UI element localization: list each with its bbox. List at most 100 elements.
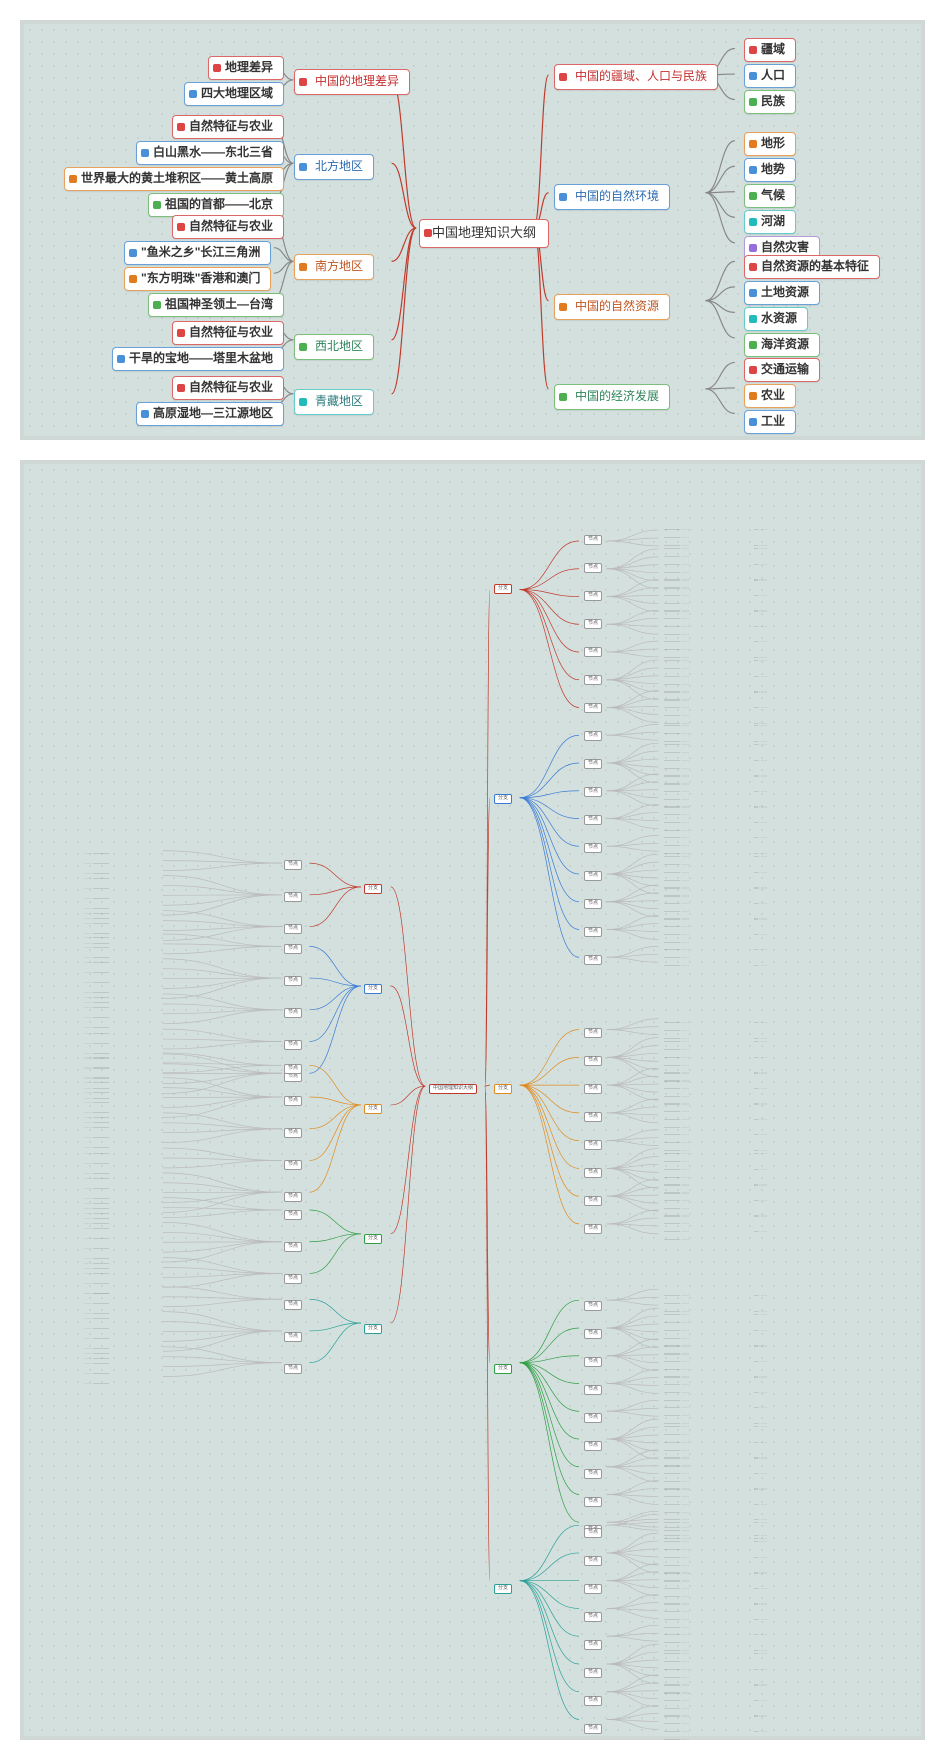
mindmap-detail-text: …… ———— xyxy=(84,895,109,900)
mindmap-detail-text: …… ———— xyxy=(84,915,109,920)
mindmap-detail-text: ———— …… xyxy=(664,1166,689,1171)
mindmap-detail-node: 节点 xyxy=(584,703,602,713)
mindmap-node: 气候 xyxy=(744,184,796,208)
mindmap-detail-node: 中国地理知识大纲 xyxy=(429,1084,477,1094)
mindmap-detail-text: ———— …… xyxy=(664,1389,689,1394)
mindmap-detail-text: …… ———— xyxy=(84,1325,109,1330)
mindmap-detail-text: ———— …… xyxy=(664,915,689,920)
node-label: 祖国神圣领土—台湾 xyxy=(165,297,273,311)
mindmap-detail-node: 分支 xyxy=(364,984,382,994)
mindmap-detail-text: ———— …… xyxy=(664,861,689,866)
node-label: 地形 xyxy=(761,136,785,150)
mindmap-detail-text: ———— …… xyxy=(664,811,689,816)
mindmap-detail-node: 节点 xyxy=(284,1364,302,1374)
mindmap-detail-text: ———— …… xyxy=(664,1124,689,1129)
mindmap-detail-text: …… ———— xyxy=(84,1355,109,1360)
mindmap-detail-text: ———— …… xyxy=(664,1470,689,1475)
mindmap-detail-text: …… ———— xyxy=(84,1200,109,1205)
mindmap-detail-text: ———— …… xyxy=(664,1335,689,1340)
mindmap-detail-node: 节点 xyxy=(284,1096,302,1106)
mindmap-detail-text: — …… xyxy=(754,673,767,678)
mindmap-detail-text: ———— …… xyxy=(664,730,689,735)
mindmap-detail-node: 节点 xyxy=(284,1274,302,1284)
mindmap-detail-text: — …… xyxy=(754,788,767,793)
mindmap-detail-text: ———— …… xyxy=(664,1108,689,1113)
node-label: 中国的自然环境 xyxy=(575,189,659,203)
mindmap-detail-text: ———— …… xyxy=(664,923,689,928)
node-label: 水资源 xyxy=(761,311,797,325)
mindmap-detail-text: …… ———— xyxy=(84,1144,109,1149)
mindmap-detail-text: ———— …… xyxy=(664,1462,689,1467)
mindmap-detail-text: ———— …… xyxy=(664,712,689,717)
mindmap-node: 土地资源 xyxy=(744,281,820,305)
mindmap-detail-text: — …… xyxy=(754,1454,767,1459)
mindmap-detail-text: ———— …… xyxy=(664,1616,689,1621)
mindmap-detail-text: — …… xyxy=(754,1292,767,1297)
node-label: "东方明珠"香港和澳门 xyxy=(141,271,260,285)
mindmap-detail-text: ———— …… xyxy=(664,553,689,558)
mindmap-detail-text: ———— …… xyxy=(664,1593,689,1598)
mindmap-detail-text: — …… xyxy=(754,592,767,597)
mindmap-detail-text: …… ———— xyxy=(84,1270,109,1275)
mindmap-detail-node: 分支 xyxy=(494,794,512,804)
mindmap-detail-node: 节点 xyxy=(584,759,602,769)
mindmap-detail-text: ———— …… xyxy=(664,722,689,727)
node-label: 自然资源的基本特征 xyxy=(761,259,869,273)
mindmap-node: 交通运输 xyxy=(744,358,820,382)
mindmap-detail-text: ———— …… xyxy=(664,1158,689,1163)
node-label: 自然灾害 xyxy=(761,240,809,254)
mindmap-detail-text: — …… xyxy=(754,1131,767,1136)
mindmap-detail-text: ———— …… xyxy=(664,1093,689,1098)
mindmap-detail-text: — …… xyxy=(754,915,767,920)
mindmap-detail-text: ———— …… xyxy=(664,1631,689,1636)
mindmap-detail-text: …… ———— xyxy=(84,920,109,925)
mindmap-detail-text: …… ———— xyxy=(84,1290,109,1295)
mindmap-detail-text: — …… xyxy=(754,1681,767,1686)
mindmap-detail-text: …… ———— xyxy=(84,905,109,910)
mindmap-node: "鱼米之乡"长江三角洲 xyxy=(124,241,271,265)
mindmap-detail-node: 节点 xyxy=(584,1329,602,1339)
mindmap-detail-text: …… ———— xyxy=(84,1315,109,1320)
mindmap-detail-text: — …… xyxy=(754,1150,767,1155)
mindmap-detail-text: …… ———— xyxy=(84,989,109,994)
mindmap-detail-node: 节点 xyxy=(584,591,602,601)
mindmap-detail-node: 节点 xyxy=(584,1196,602,1206)
mindmap-detail-text: ———— …… xyxy=(664,1689,689,1694)
mindmap-detail-node: 节点 xyxy=(584,1224,602,1234)
mindmap-detail-text: …… ———— xyxy=(84,1185,109,1190)
mindmap-node: 中国的自然环境 xyxy=(554,184,670,210)
mindmap-detail-text: …… ———— xyxy=(84,1124,109,1129)
mindmap-bottom: 中国地理知识大纲分支节点———— ……— ……———— ……———— ……— …… xyxy=(20,460,925,1740)
mindmap-node: 民族 xyxy=(744,90,796,114)
mindmap-detail-text: ———— …… xyxy=(664,1205,689,1210)
node-label: 高原湿地—三江源地区 xyxy=(153,406,273,420)
mindmap-detail-text: …… ———— xyxy=(84,1004,109,1009)
mindmap-detail-text: …… ———— xyxy=(84,1089,109,1094)
node-label: 中国的疆域、人口与民族 xyxy=(575,69,707,83)
mindmap-detail-text: — …… xyxy=(754,1538,767,1543)
mindmap-detail-text: ———— …… xyxy=(664,1116,689,1121)
mindmap-detail-node: 节点 xyxy=(584,955,602,965)
node-label: 自然特征与农业 xyxy=(189,325,273,339)
mindmap-detail-text: — …… xyxy=(754,1373,767,1378)
mindmap-detail-text: ———— …… xyxy=(664,939,689,944)
mindmap-detail-text: ———— …… xyxy=(664,1085,689,1090)
mindmap-detail-text: ———— …… xyxy=(664,1019,689,1024)
mindmap-detail-text: ———— …… xyxy=(664,1478,689,1483)
mindmap-detail-text: — …… xyxy=(754,1728,767,1733)
mindmap-detail-text: — …… xyxy=(754,1666,767,1671)
mindmap-detail-text: — …… xyxy=(754,623,767,628)
mindmap-detail-node: 节点 xyxy=(584,1469,602,1479)
mindmap-detail-node: 分支 xyxy=(494,1084,512,1094)
mindmap-detail-node: 节点 xyxy=(284,892,302,902)
mindmap-detail-text: — …… xyxy=(754,1166,767,1171)
mindmap-detail-text: — …… xyxy=(754,884,767,889)
mindmap-detail-text: ———— …… xyxy=(664,631,689,636)
mindmap-detail-text: ———— …… xyxy=(664,1527,689,1532)
mindmap-node: 河湖 xyxy=(744,210,796,234)
mindmap-detail-text: ———— …… xyxy=(664,1639,689,1644)
mindmap-detail-text: ———— …… xyxy=(664,584,689,589)
mindmap-detail-text: ———— …… xyxy=(664,1300,689,1305)
mindmap-detail-text: — …… xyxy=(754,803,767,808)
mindmap-detail-node: 节点 xyxy=(584,647,602,657)
